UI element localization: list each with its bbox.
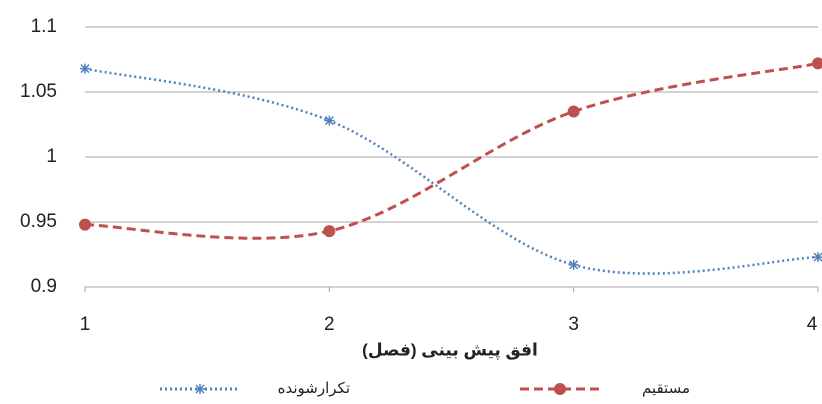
data-point [79, 218, 91, 231]
data-point [323, 225, 336, 238]
data-point [568, 259, 579, 270]
series-line [84, 61, 819, 240]
legend-label: مستقیم [642, 380, 690, 397]
data-point [80, 63, 90, 74]
x-axis-title: افق پیش بینی (فصل) [362, 340, 538, 360]
y-tick-label: 1.05 [20, 81, 57, 102]
legend-marker [554, 383, 566, 395]
data-point [812, 57, 822, 70]
x-tick-label: 2 [324, 314, 335, 335]
y-tick-label: 1.1 [31, 16, 57, 37]
y-tick-label: 0.95 [20, 211, 57, 232]
data-point [813, 252, 822, 263]
legend-marker [195, 384, 205, 394]
data-point [324, 115, 335, 126]
y-tick-label: 1 [46, 146, 57, 167]
y-tick-label: 0.9 [31, 276, 57, 297]
x-tick-label: 1 [80, 314, 91, 335]
x-tick-label: 4 [807, 314, 818, 335]
series-line [84, 67, 819, 275]
data-point [567, 105, 580, 118]
x-tick-label: 3 [568, 314, 579, 335]
legend-label: تکرارشونده [278, 380, 350, 397]
